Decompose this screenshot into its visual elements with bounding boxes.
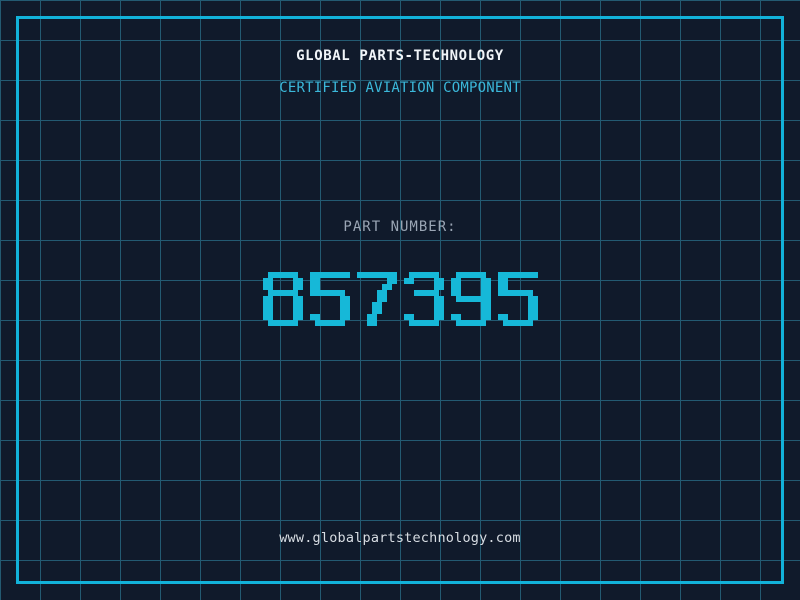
website-url: www.globalpartstechnology.com <box>279 530 521 546</box>
digit <box>497 272 538 326</box>
digit <box>309 272 350 326</box>
page-title: GLOBAL PARTS-TECHNOLOGY <box>296 48 504 64</box>
page-subtitle: CERTIFIED AVIATION COMPONENT <box>279 80 521 96</box>
part-number-digits <box>0 272 800 326</box>
part-number-label: PART NUMBER: <box>343 219 457 235</box>
digit <box>450 272 491 326</box>
digit <box>356 272 397 326</box>
digit <box>403 272 444 326</box>
digit <box>262 272 303 326</box>
